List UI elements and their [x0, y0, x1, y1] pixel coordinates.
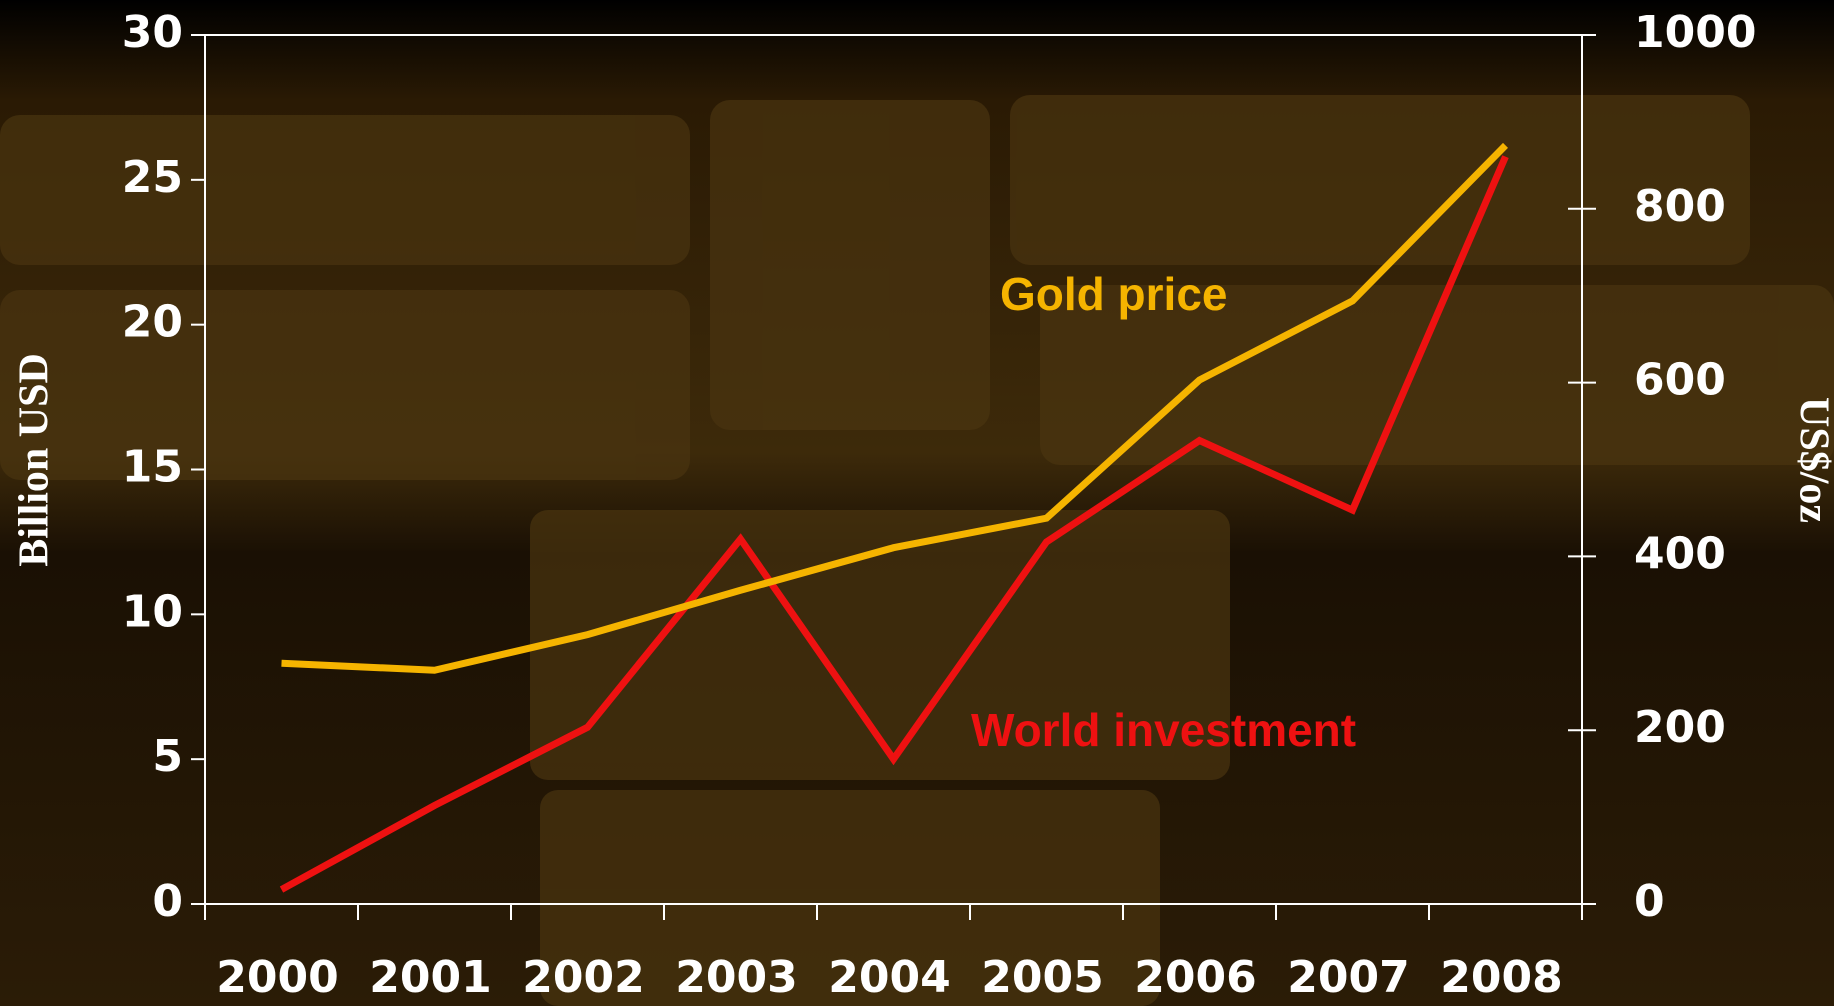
- series-line: [281, 142, 1508, 674]
- y2-tick-label: 600: [1634, 355, 1726, 406]
- y-tick-label: 0: [152, 876, 183, 927]
- y2-tick-label: 400: [1634, 528, 1726, 579]
- y-tick-label: 20: [122, 297, 183, 348]
- y-tick-label: 15: [122, 442, 183, 493]
- series-line: [279, 155, 1509, 893]
- y-axis-title: Billion USD: [12, 353, 58, 567]
- y2-axis-title: US$/oz: [1790, 397, 1834, 523]
- x-tick-label: 2004: [828, 952, 950, 1003]
- y2-tick-label: 0: [1634, 876, 1665, 927]
- x-tick-label: 2007: [1287, 952, 1409, 1003]
- y2-tick-label: 1000: [1634, 7, 1756, 58]
- x-tick-label: 2008: [1440, 952, 1562, 1003]
- series-label: World investment: [971, 704, 1356, 756]
- gold-bars-decoration: [0, 95, 1834, 1006]
- y-tick-label: 30: [122, 7, 183, 58]
- y-tick-label: 5: [152, 731, 183, 782]
- y-tick-label: 10: [122, 586, 183, 637]
- y2-tick-label: 800: [1634, 181, 1726, 232]
- x-tick-label: 2006: [1134, 952, 1256, 1003]
- x-tick-label: 2005: [981, 952, 1103, 1003]
- y-tick-label: 25: [122, 152, 183, 203]
- x-tick-label: 2000: [216, 952, 338, 1003]
- series-label: Gold price: [1000, 268, 1227, 320]
- x-tick-label: 2003: [675, 952, 797, 1003]
- x-tick-label: 2002: [522, 952, 644, 1003]
- y2-tick-label: 200: [1634, 702, 1726, 753]
- x-tick-label: 2001: [369, 952, 491, 1003]
